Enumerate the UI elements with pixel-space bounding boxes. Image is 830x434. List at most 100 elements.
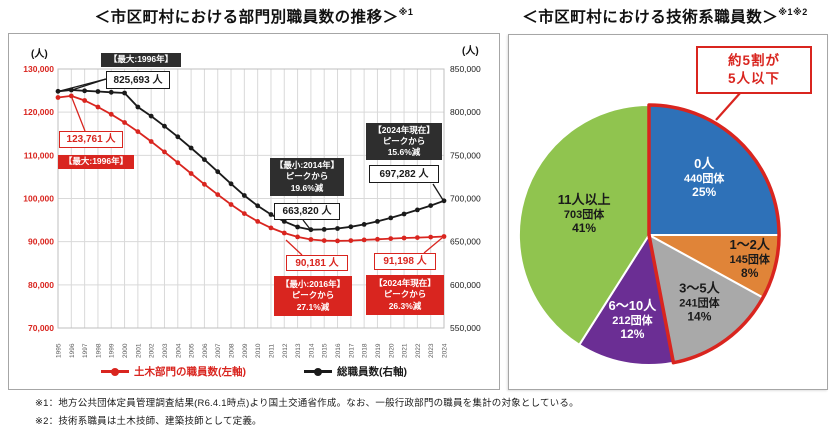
- data-point: [148, 113, 154, 119]
- data-point: [295, 224, 300, 230]
- pie-label-line: 11人以上: [558, 192, 611, 207]
- data-point: [215, 192, 221, 198]
- y-axis-right-unit: (人): [462, 46, 479, 57]
- y-right-tick-label: 550,000: [450, 323, 481, 333]
- series-line-1: [57, 89, 445, 231]
- data-point: [428, 234, 434, 240]
- pie-highlight-line-2: 5人以下: [727, 71, 780, 86]
- data-point: [401, 211, 407, 217]
- data-point: [55, 88, 61, 94]
- data-point: [135, 129, 141, 134]
- pie-slice-label: 1〜2人 145団体 8%: [729, 237, 770, 280]
- data-point: [295, 234, 300, 240]
- x-year-tick-label: 2001: [135, 343, 142, 358]
- data-point: [108, 111, 114, 117]
- data-point: [162, 149, 167, 155]
- data-point: [401, 235, 407, 241]
- line-chart-panel: (人) (人) 130,000 850,000 120,000 800,000 110,…: [8, 33, 500, 390]
- x-year-tick-label: 2009: [242, 343, 249, 358]
- data-point: [68, 93, 74, 99]
- pie-label-line: 703団体: [564, 207, 605, 221]
- data-point: [361, 237, 367, 243]
- data-point: [414, 235, 420, 241]
- data-point: [135, 104, 141, 110]
- legend-dot-marker: [111, 367, 119, 376]
- data-point: [335, 238, 340, 244]
- pie-highlight-outline: [647, 103, 781, 365]
- x-year-tick-label: 2020: [388, 343, 395, 358]
- data-point: [202, 181, 207, 187]
- data-point: [388, 236, 394, 242]
- legend-label: 総職員数(右軸): [337, 366, 407, 378]
- data-point: [122, 90, 127, 96]
- data-point: [95, 89, 101, 94]
- pie-label-line: 3〜5人: [679, 280, 720, 295]
- x-year-tick-label: 2000: [122, 343, 129, 358]
- legend-item-total-staff: 総職員数(右軸): [304, 364, 407, 379]
- annotation-connector-line: [302, 219, 311, 230]
- data-point: [175, 160, 181, 166]
- x-year-tick-label: 2011: [268, 344, 275, 358]
- y-right-tick-label: 650,000: [450, 237, 481, 247]
- data-point: [255, 203, 261, 209]
- data-point: [215, 169, 221, 175]
- y-right-tick-label: 800,000: [450, 107, 481, 117]
- y-right-tick-label: 850,000: [450, 64, 481, 74]
- x-year-tick-label: 2022: [415, 343, 422, 358]
- pie-label-line: 41%: [572, 221, 596, 235]
- data-point: [55, 95, 61, 100]
- pie-highlight-line-1: 約5割が: [727, 52, 780, 68]
- line-chart-title-footnote-mark: ※1: [398, 6, 414, 17]
- data-point: [268, 212, 274, 217]
- data-point: [441, 234, 447, 239]
- data-point: [95, 104, 101, 110]
- data-point: [148, 139, 154, 144]
- pie-label-line: 8%: [741, 266, 759, 280]
- y-right-tick-label: 600,000: [450, 280, 481, 290]
- x-year-tick-label: 2007: [215, 343, 222, 358]
- annotation-connector-line: [71, 97, 86, 132]
- y-left-tick-label: 90,000: [28, 237, 54, 247]
- y-right-tick-label: 750,000: [450, 150, 481, 160]
- x-year-tick-label: 1996: [69, 343, 76, 358]
- data-point: [375, 219, 380, 224]
- pie-chart: 0人 440団体 25%1〜2人 145団体 8%3〜5人 241団体 14%6〜10人 21…: [517, 91, 781, 367]
- pie-label-line: 241団体: [679, 295, 720, 309]
- pie-chart-title: ＜市区町村における技術系職員数＞※1※2: [500, 5, 830, 29]
- legend-dot-marker: [314, 367, 322, 376]
- x-year-tick-label: 2008: [229, 343, 236, 358]
- data-point: [175, 134, 181, 140]
- pie-label-line: 1〜2人: [729, 237, 770, 252]
- data-point: [335, 226, 340, 231]
- pie-chart-title-footnote-mark: ※1※2: [778, 6, 808, 17]
- x-year-tick-label: 1995: [56, 343, 63, 358]
- legend-line-segment: [118, 370, 129, 373]
- y-right-tick-label: 700,000: [450, 194, 481, 204]
- x-year-tick-label: 2024: [442, 343, 449, 358]
- pie-highlight-callout: 約5割が 5人以下: [696, 46, 812, 94]
- data-point: [188, 145, 194, 151]
- pie-slice-label: 3〜5人 241団体 14%: [679, 280, 720, 323]
- data-point: [281, 230, 287, 236]
- data-point: [255, 219, 261, 224]
- pie-slice-11人以上: [517, 104, 650, 346]
- pie-label-line: 14%: [687, 309, 711, 323]
- y-left-tick-label: 80,000: [28, 280, 54, 290]
- pie-label-line: 12%: [620, 327, 644, 341]
- annotation-connector-line: [423, 237, 443, 254]
- pie-label-line: 0人: [694, 156, 715, 171]
- data-point: [428, 203, 434, 209]
- data-point: [122, 120, 127, 125]
- pie-label-line: 212団体: [612, 313, 653, 327]
- x-year-tick-label: 2010: [255, 343, 262, 358]
- x-year-tick-label: 2016: [335, 343, 342, 358]
- data-point: [228, 202, 234, 207]
- line-chart-title-text: ＜市区町村における部門別職員数の推移＞: [94, 9, 399, 26]
- data-point: [321, 238, 327, 244]
- data-point: [228, 181, 234, 187]
- pie-label-line: 145団体: [730, 252, 771, 266]
- x-year-tick-label: 2021: [402, 343, 409, 358]
- x-year-tick-label: 2004: [175, 343, 182, 358]
- x-year-tick-label: 2005: [189, 343, 196, 358]
